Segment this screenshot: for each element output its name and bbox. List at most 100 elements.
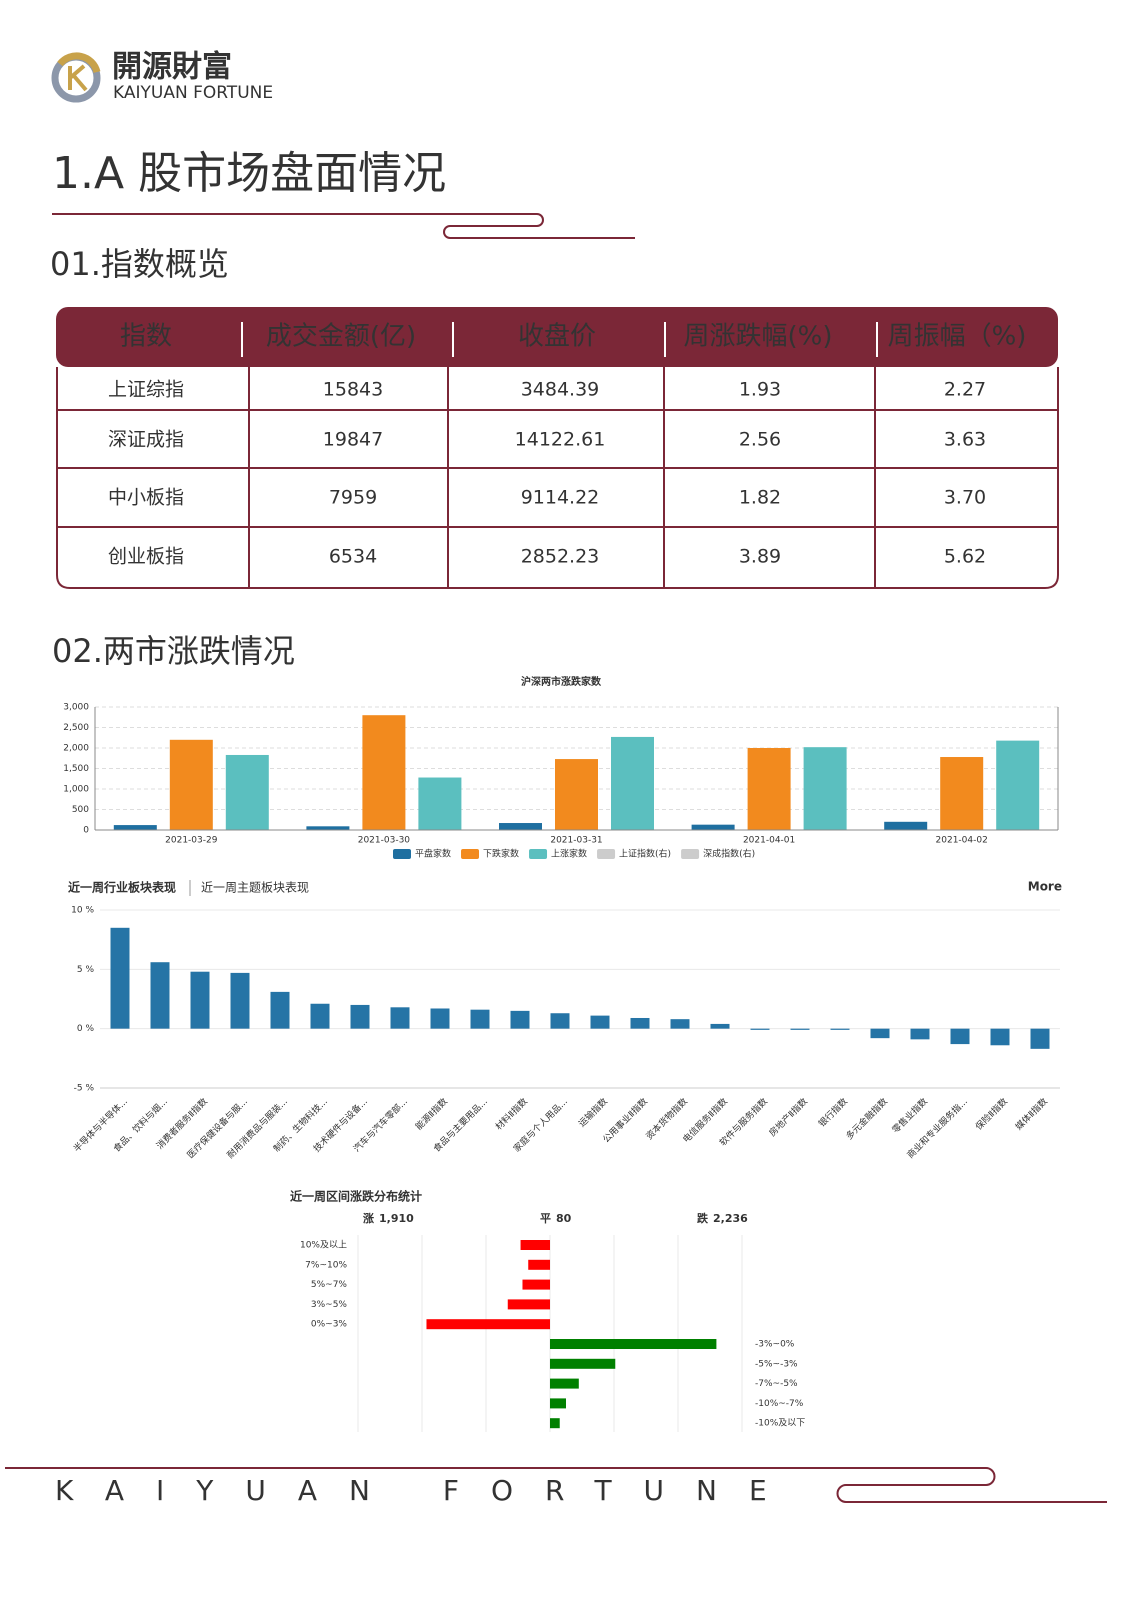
x-tick-label: 2021-03-29 xyxy=(165,836,218,846)
table-cell: 9114.22 xyxy=(521,487,600,509)
table-cell: 深证成指 xyxy=(108,429,184,451)
y-tick-label: 5 % xyxy=(77,965,95,975)
table-header-cell: 周涨跌幅(%) xyxy=(684,322,833,352)
bar xyxy=(520,1240,550,1250)
bar xyxy=(750,1028,770,1030)
bar xyxy=(1030,1028,1050,1049)
x-tick-label: 零售业指数 xyxy=(890,1095,930,1135)
tab[interactable]: 近一周主题板块表现 xyxy=(201,881,309,895)
legend-swatch xyxy=(681,849,700,859)
bar xyxy=(522,1279,550,1290)
y-tick-label: 500 xyxy=(72,805,89,815)
summary-value: 2,236 xyxy=(713,1212,748,1225)
bar xyxy=(190,971,210,1029)
logo-arc xyxy=(57,52,101,74)
summary-name: 涨 xyxy=(363,1211,374,1225)
x-tick-label: 2021-04-02 xyxy=(936,836,988,846)
table-header-band xyxy=(56,307,1058,367)
logo-en: KAIYUAN FORTUNE xyxy=(113,83,273,103)
table-cell: 2.27 xyxy=(944,379,986,401)
bar xyxy=(555,759,598,830)
table-cell: 中小板指 xyxy=(108,487,184,509)
bar xyxy=(230,972,250,1029)
footer-decoration xyxy=(5,1467,1107,1503)
more-link[interactable]: More xyxy=(1028,880,1062,894)
bar xyxy=(390,1007,410,1029)
table-cell: 14122.61 xyxy=(515,429,606,451)
bar xyxy=(670,1019,690,1029)
legend-swatch xyxy=(461,849,480,859)
table-cell: 3.89 xyxy=(739,546,781,568)
table-header-cell: 周振幅（%) xyxy=(888,322,1027,352)
table-cell: 3.63 xyxy=(944,429,986,451)
x-tick-label: 能源Ⅱ指数 xyxy=(413,1095,450,1132)
category-label: 0%~3% xyxy=(311,1320,348,1330)
bar xyxy=(590,1015,610,1029)
bar xyxy=(550,1378,579,1389)
table-cell: 2852.23 xyxy=(521,546,600,568)
footer-text: KAIYUAN FORTUNE xyxy=(55,1474,799,1507)
legend-label: 上涨家数 xyxy=(551,848,587,860)
bar xyxy=(870,1028,890,1039)
y-tick-label: 0 % xyxy=(77,1024,95,1034)
bar xyxy=(884,821,928,830)
x-tick-label: 媒体Ⅱ指数 xyxy=(1013,1095,1050,1132)
table-cell: 19847 xyxy=(323,429,383,451)
table-border xyxy=(56,367,1059,589)
table-cell: 1.82 xyxy=(739,487,781,509)
x-tick-label: 材料Ⅱ指数 xyxy=(493,1095,530,1132)
category-label: 7%~10% xyxy=(305,1260,347,1270)
bar xyxy=(150,962,170,1029)
y-tick-label: -5 % xyxy=(74,1084,95,1094)
tab[interactable]: 近一周行业板块表现 xyxy=(68,880,176,895)
bar xyxy=(306,826,350,830)
bar xyxy=(550,1339,717,1349)
logo xyxy=(51,52,101,103)
legend-swatch xyxy=(529,849,548,859)
table-cell: 2.56 xyxy=(739,429,781,451)
legend-swatch xyxy=(393,849,411,859)
y-tick-label: 1,000 xyxy=(63,785,89,795)
x-tick-label: 多元金融指数 xyxy=(843,1095,890,1142)
table-header-cell: 指数 xyxy=(120,322,172,352)
bar xyxy=(940,757,984,830)
bar xyxy=(950,1028,970,1045)
table-cell: 3484.39 xyxy=(521,379,600,401)
table-cell: 上证综指 xyxy=(108,379,184,401)
chart-title: 近一周区间涨跌分布统计 xyxy=(290,1189,422,1204)
category-label: 5%~7% xyxy=(311,1280,348,1290)
bar xyxy=(550,1013,570,1029)
header-separators xyxy=(241,322,878,357)
y-tick-label: 10 % xyxy=(71,906,94,916)
bar xyxy=(747,748,791,830)
table-cell: 7959 xyxy=(329,487,377,509)
bar xyxy=(499,823,542,830)
summary-name: 跌 xyxy=(697,1211,709,1225)
category-label: 10%及以上 xyxy=(300,1240,347,1251)
chart-title: 沪深两市涨跌家数 xyxy=(521,675,602,688)
bar xyxy=(270,991,290,1029)
section-title: 1.A 股市场盘面情况 xyxy=(52,148,446,199)
table-cell: 创业板指 xyxy=(108,546,184,568)
x-tick-label: 2021-04-01 xyxy=(743,836,795,846)
bar xyxy=(550,1358,616,1369)
bar xyxy=(630,1017,650,1029)
bar xyxy=(830,1028,850,1030)
bar xyxy=(803,747,847,830)
bar xyxy=(996,740,1040,830)
x-tick-label: 2021-03-30 xyxy=(358,836,411,846)
category-label: -5%~-3% xyxy=(755,1359,798,1369)
legend-label: 平盘家数 xyxy=(415,848,451,860)
bar xyxy=(110,927,130,1029)
y-tick-label: 1,500 xyxy=(63,764,89,774)
category-label: -10%~-7% xyxy=(755,1399,804,1409)
summary-name: 平 xyxy=(540,1212,551,1225)
x-tick-label: 房地产Ⅱ指数 xyxy=(766,1095,809,1138)
x-tick-label: 银行指数 xyxy=(816,1095,850,1129)
legend-label: 深成指数(右) xyxy=(703,848,755,860)
bar xyxy=(510,1010,530,1029)
y-tick-label: 0 xyxy=(83,826,89,836)
table-header-cell: 收盘价 xyxy=(518,322,596,352)
